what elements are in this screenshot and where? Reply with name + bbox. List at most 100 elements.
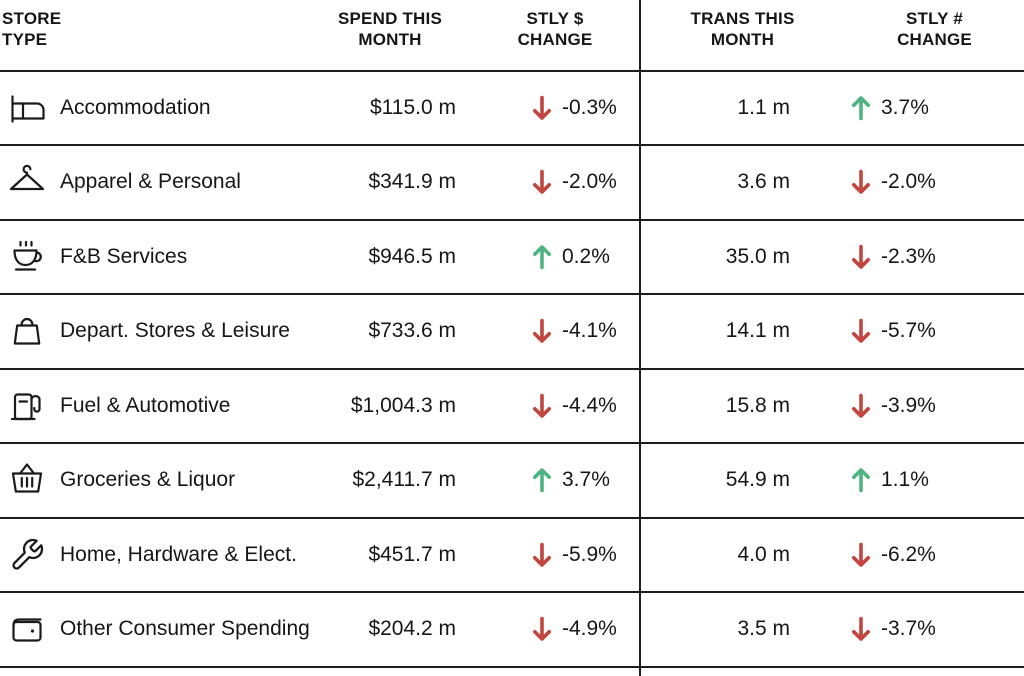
arrow-down-icon: [851, 244, 871, 270]
stly-dollar-change: 3.7%: [470, 467, 640, 493]
stly-dollar-value: 0.2%: [562, 244, 610, 268]
arrow-up-icon: [851, 467, 871, 493]
spend-value: $733.6 m: [368, 319, 456, 343]
table-row: Groceries & Liquor $2,411.7 m 3.7% 54.9 …: [0, 444, 1024, 519]
stly-dollar-value: -5.9%: [562, 542, 617, 566]
column-header-trans-this-month: TRANS THIS MONTH: [640, 0, 845, 70]
table-row: Depart. Stores & Leisure $733.6 m -4.1% …: [0, 295, 1024, 370]
arrow-up-icon: [532, 467, 552, 493]
stly-dollar-value: -4.4%: [562, 393, 617, 417]
store-type-label: Depart. Stores & Leisure: [60, 319, 290, 343]
stly-count-value: 1.1%: [881, 468, 929, 492]
arrow-down-icon: [532, 616, 552, 642]
stly-count-change: 3.7%: [845, 95, 1024, 121]
arrow-down-icon: [851, 542, 871, 568]
trans-value: 3.5 m: [737, 617, 790, 641]
stly-dollar-value: -2.0%: [562, 170, 617, 194]
wrench-icon: [5, 533, 48, 576]
stly-dollar-change: 0.2%: [470, 244, 640, 270]
arrow-up-icon: [851, 95, 871, 121]
stly-count-value: 3.7%: [881, 95, 929, 119]
table-row: Other Consumer Spending $204.2 m -4.9% 3…: [0, 593, 1024, 668]
shopping-basket-icon: [5, 459, 48, 502]
stly-count-value: -3.9%: [881, 393, 936, 417]
arrow-down-icon: [851, 318, 871, 344]
spend-value: $204.2 m: [368, 617, 456, 641]
store-type-label: Groceries & Liquor: [60, 468, 236, 492]
wallet-icon: [5, 608, 48, 651]
stly-count-change: -2.3%: [845, 244, 1024, 270]
stly-count-value: -2.3%: [881, 244, 936, 268]
arrow-down-icon: [532, 542, 552, 568]
stly-dollar-change: -4.4%: [470, 393, 640, 419]
stly-dollar-value: -4.1%: [562, 319, 617, 343]
store-type-label: F&B Services: [60, 244, 188, 268]
table-row: Accommodation $115.0 m -0.3% 1.1 m 3.7%: [0, 72, 1024, 146]
shopping-bag-icon: [5, 310, 48, 353]
trans-value: 14.1 m: [725, 319, 790, 343]
arrow-down-icon: [851, 616, 871, 642]
coffee-cup-icon: [5, 235, 48, 278]
stly-count-value: -5.7%: [881, 319, 936, 343]
spend-value: $341.9 m: [368, 170, 456, 194]
column-header-stly-dollar-change: STLY $ CHANGE: [470, 0, 640, 70]
trans-value: 4.0 m: [737, 542, 790, 566]
column-header-label: SPEND THIS MONTH: [337, 9, 443, 50]
arrow-up-icon: [532, 244, 552, 270]
table-row: Fuel & Automotive $1,004.3 m -4.4% 15.8 …: [0, 370, 1024, 444]
hanger-icon: [5, 161, 48, 204]
arrow-down-icon: [851, 169, 871, 195]
arrow-down-icon: [851, 393, 871, 419]
column-header-label: STLY $ CHANGE: [517, 9, 593, 50]
arrow-down-icon: [532, 169, 552, 195]
stly-count-change: -5.7%: [845, 318, 1024, 344]
stly-dollar-value: -4.9%: [562, 617, 617, 641]
arrow-down-icon: [532, 393, 552, 419]
trans-value: 35.0 m: [725, 244, 790, 268]
stly-count-change: -3.7%: [845, 616, 1024, 642]
column-header-label: STLY # CHANGE: [897, 9, 972, 50]
store-type-label: Other Consumer Spending: [60, 617, 310, 641]
store-type-label: Fuel & Automotive: [60, 393, 231, 417]
stly-count-change: -2.0%: [845, 169, 1024, 195]
spend-value: $946.5 m: [368, 244, 456, 268]
stly-count-value: -6.2%: [881, 542, 936, 566]
stly-dollar-value: 3.7%: [562, 468, 610, 492]
column-header-spend-this-month: SPEND THIS MONTH: [310, 0, 470, 70]
store-type-label: Home, Hardware & Elect.: [60, 542, 297, 566]
spend-value: $1,004.3 m: [350, 393, 456, 417]
stly-dollar-change: -0.3%: [470, 95, 640, 121]
spend-value: $115.0 m: [370, 95, 456, 119]
spend-value: $451.7 m: [368, 542, 456, 566]
table-row: Apparel & Personal $341.9 m -2.0% 3.6 m …: [0, 146, 1024, 221]
stly-count-value: -3.7%: [881, 617, 936, 641]
column-header-label: TRANS THIS MONTH: [690, 9, 795, 50]
column-header-store-type: STORE TYPE: [0, 0, 310, 70]
store-type-label: Accommodation: [60, 95, 211, 119]
stly-dollar-value: -0.3%: [562, 95, 617, 119]
bed-icon: [5, 86, 48, 129]
stly-dollar-change: -2.0%: [470, 169, 640, 195]
trans-value: 1.1 m: [737, 95, 790, 119]
spend-value: $2,411.7 m: [352, 468, 456, 492]
stly-dollar-change: -4.1%: [470, 318, 640, 344]
column-divider: [638, 0, 641, 676]
stly-count-change: -6.2%: [845, 542, 1024, 568]
stly-count-value: -2.0%: [881, 170, 936, 194]
table-header: STORE TYPE SPEND THIS MONTH STLY $ CHANG…: [0, 0, 1024, 72]
stly-dollar-change: -5.9%: [470, 542, 640, 568]
stly-count-change: -3.9%: [845, 393, 1024, 419]
column-header-stly-count-change: STLY # CHANGE: [845, 0, 1024, 70]
trans-value: 3.6 m: [737, 170, 790, 194]
trans-value: 54.9 m: [725, 468, 790, 492]
stly-count-change: 1.1%: [845, 467, 1024, 493]
fuel-pump-icon: [5, 384, 48, 427]
store-type-label: Apparel & Personal: [60, 170, 241, 194]
table-row: Home, Hardware & Elect. $451.7 m -5.9% 4…: [0, 519, 1024, 593]
column-header-label: STORE TYPE: [2, 9, 62, 50]
stly-dollar-change: -4.9%: [470, 616, 640, 642]
trans-value: 15.8 m: [725, 393, 790, 417]
arrow-down-icon: [532, 318, 552, 344]
table-row: F&B Services $946.5 m 0.2% 35.0 m -2.3%: [0, 221, 1024, 295]
